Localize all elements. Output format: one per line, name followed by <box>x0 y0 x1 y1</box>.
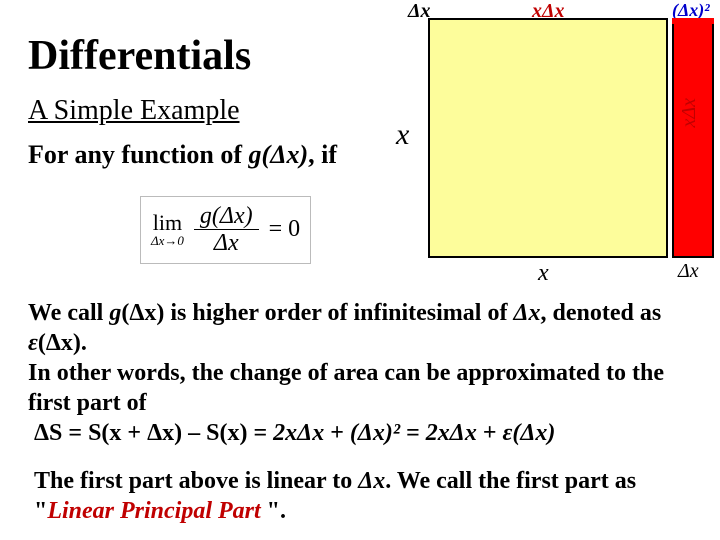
eq-t2: (Δx)² <box>350 420 400 446</box>
area-diagram: x xΔx x Δx <box>428 18 716 286</box>
intro-pre: For any function of <box>28 140 249 169</box>
eq-t4: ε(Δx) <box>503 420 556 446</box>
t: Δx <box>513 300 540 326</box>
t: ". <box>261 498 286 524</box>
t: (Δx). <box>38 330 87 356</box>
t: + <box>324 420 350 446</box>
limit-expression: lim Δx→0 g(Δx) Δx = 0 <box>140 196 311 264</box>
page-title: Differentials <box>28 32 251 80</box>
t: In other words, the change of area can b… <box>28 360 664 416</box>
t: We call <box>28 300 109 326</box>
strip-right <box>672 18 714 258</box>
x-left-label: x <box>396 118 409 152</box>
t: g <box>109 300 121 326</box>
lim-word: lim <box>153 212 182 234</box>
subtitle: A Simple Example <box>28 95 240 127</box>
t: (Δx) is higher order of infinitesimal of <box>121 300 513 326</box>
eq-t1: 2xΔx <box>273 420 324 446</box>
intro-line: For any function of g(Δx), if <box>28 140 337 170</box>
eq-lhs: ΔS = S(x + Δx) – S(x) = <box>34 420 273 446</box>
body-text: We call g(Δx) is higher order of infinit… <box>28 298 700 448</box>
t: = <box>400 420 426 446</box>
bottom-x-label: x <box>538 260 549 287</box>
bottom-dx-label: Δx <box>678 260 699 283</box>
t: + <box>477 420 503 446</box>
t: , denoted as <box>541 300 662 326</box>
t: Δx <box>358 468 385 494</box>
t: ε <box>28 330 38 356</box>
linear-principal-part: Linear Principal Part <box>47 498 260 524</box>
corner-piece <box>672 18 714 24</box>
t: The first part above is linear to <box>34 468 358 494</box>
lim-stack: lim Δx→0 <box>151 212 184 247</box>
intro-g: g <box>249 140 262 169</box>
intro-post: , if <box>308 140 337 169</box>
limit-eq: = 0 <box>269 216 301 243</box>
limit-num: g(Δx) <box>194 203 259 230</box>
right-vert-label: xΔx <box>678 98 701 128</box>
eq-t3: 2xΔx <box>426 420 477 446</box>
limit-fraction: g(Δx) Δx <box>194 203 259 257</box>
limit-den: Δx <box>208 230 245 256</box>
intro-paren: (Δx) <box>262 140 309 169</box>
lim-sub: Δx→0 <box>151 234 184 247</box>
body-text-2: The first part above is linear to Δx. We… <box>34 466 700 526</box>
big-square <box>428 18 668 258</box>
